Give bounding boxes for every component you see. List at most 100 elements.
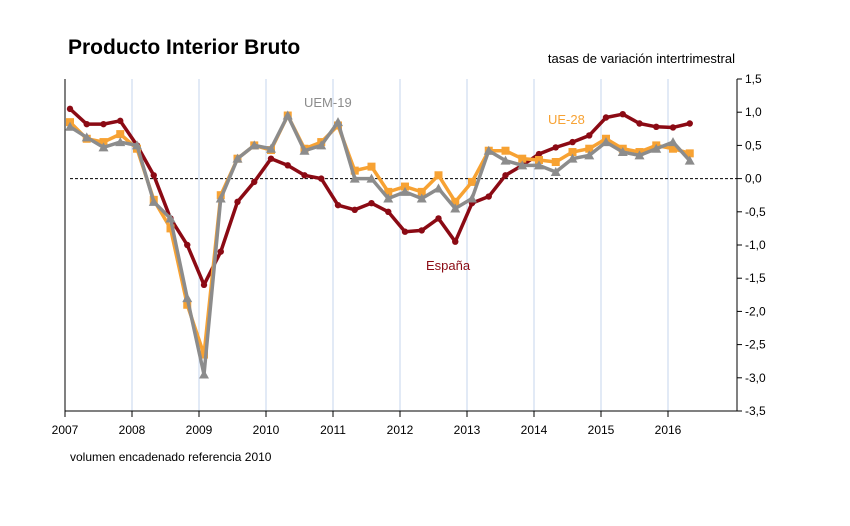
data-point (668, 137, 678, 147)
y-tick-label: 0,5 (745, 138, 762, 152)
data-point (318, 175, 325, 182)
data-point (685, 149, 694, 158)
y-tick-label: -2,0 (745, 304, 766, 318)
data-point (584, 150, 595, 160)
data-point (485, 193, 492, 200)
y-tick-label: -3,5 (745, 404, 766, 418)
data-point (215, 193, 226, 203)
data-point (284, 162, 291, 169)
data-point (619, 110, 626, 118)
data-point (534, 160, 544, 170)
data-point (165, 213, 176, 223)
data-point (636, 120, 643, 127)
data-point (451, 197, 460, 206)
data-point (602, 114, 610, 121)
data-point (117, 117, 124, 125)
data-point (83, 120, 90, 128)
data-point (65, 121, 75, 131)
data-point (199, 369, 209, 379)
y-tick-label: 0,0 (745, 172, 762, 186)
data-point (617, 147, 628, 157)
data-point (232, 153, 243, 163)
data-point (200, 281, 208, 289)
series-line-uem-19 (69, 113, 692, 377)
y-tick-label: -1,0 (745, 238, 766, 252)
data-point (585, 144, 594, 153)
data-point (115, 137, 126, 147)
data-point (669, 124, 677, 131)
y-tick-label: -2,5 (745, 338, 766, 352)
data-point (535, 150, 543, 158)
data-point (301, 172, 308, 179)
chart-footnote: volumen encadenado referencia 2010 (70, 450, 272, 464)
data-point (467, 193, 477, 203)
x-tick-label: 2016 (655, 423, 682, 437)
data-point (417, 187, 426, 196)
data-point (148, 196, 159, 206)
data-point (384, 187, 393, 196)
data-point (569, 138, 576, 146)
data-point (468, 177, 476, 186)
x-tick-label: 2015 (588, 423, 615, 437)
y-tick-label: -1,5 (745, 271, 766, 285)
data-point (517, 160, 528, 170)
data-point (282, 110, 293, 120)
series-label: UE-28 (548, 112, 585, 127)
data-point (100, 120, 107, 128)
data-point (434, 171, 443, 180)
data-point (349, 173, 360, 183)
data-point (334, 201, 342, 209)
data-point (552, 144, 559, 151)
data-point (132, 140, 142, 150)
data-point (200, 350, 208, 359)
data-point (116, 130, 125, 139)
data-point (502, 172, 509, 179)
data-point (366, 173, 377, 183)
data-point (182, 293, 193, 303)
data-point (483, 145, 494, 155)
data-point (416, 193, 427, 203)
data-point (501, 146, 510, 155)
data-point (450, 203, 461, 213)
data-point (535, 156, 543, 165)
data-point (98, 142, 109, 152)
data-point (99, 138, 108, 147)
data-point (383, 193, 394, 203)
data-point (351, 206, 358, 214)
x-tick-label: 2013 (454, 423, 481, 437)
data-point (150, 172, 157, 179)
data-point (651, 143, 662, 153)
series-line-españa (68, 107, 691, 287)
data-point (333, 117, 343, 127)
data-point (401, 228, 409, 235)
chart-subtitle: tasas de variación intertrimestral (548, 51, 735, 66)
data-point (66, 105, 74, 113)
data-point (166, 224, 175, 233)
data-point (518, 154, 527, 163)
chart-title: Producto Interior Bruto (68, 36, 300, 59)
data-point (418, 227, 425, 234)
series-label: UEM-19 (304, 95, 352, 110)
x-tick-label: 2007 (52, 423, 79, 437)
data-point (401, 182, 409, 191)
x-tick-label: 2011 (320, 423, 346, 437)
data-point (452, 238, 459, 245)
data-point (184, 241, 191, 249)
series-label: España (426, 258, 471, 273)
data-point (266, 143, 276, 153)
data-point (601, 137, 611, 147)
data-point (500, 155, 511, 165)
data-point (367, 162, 376, 171)
data-point (684, 155, 695, 165)
data-point (234, 198, 241, 206)
x-tick-label: 2008 (119, 423, 146, 437)
y-tick-label: 1,5 (745, 72, 762, 86)
data-point (267, 155, 275, 162)
data-point (669, 144, 677, 153)
data-point (316, 140, 327, 150)
data-point (299, 145, 310, 155)
data-point (567, 153, 578, 163)
data-point (653, 123, 660, 131)
